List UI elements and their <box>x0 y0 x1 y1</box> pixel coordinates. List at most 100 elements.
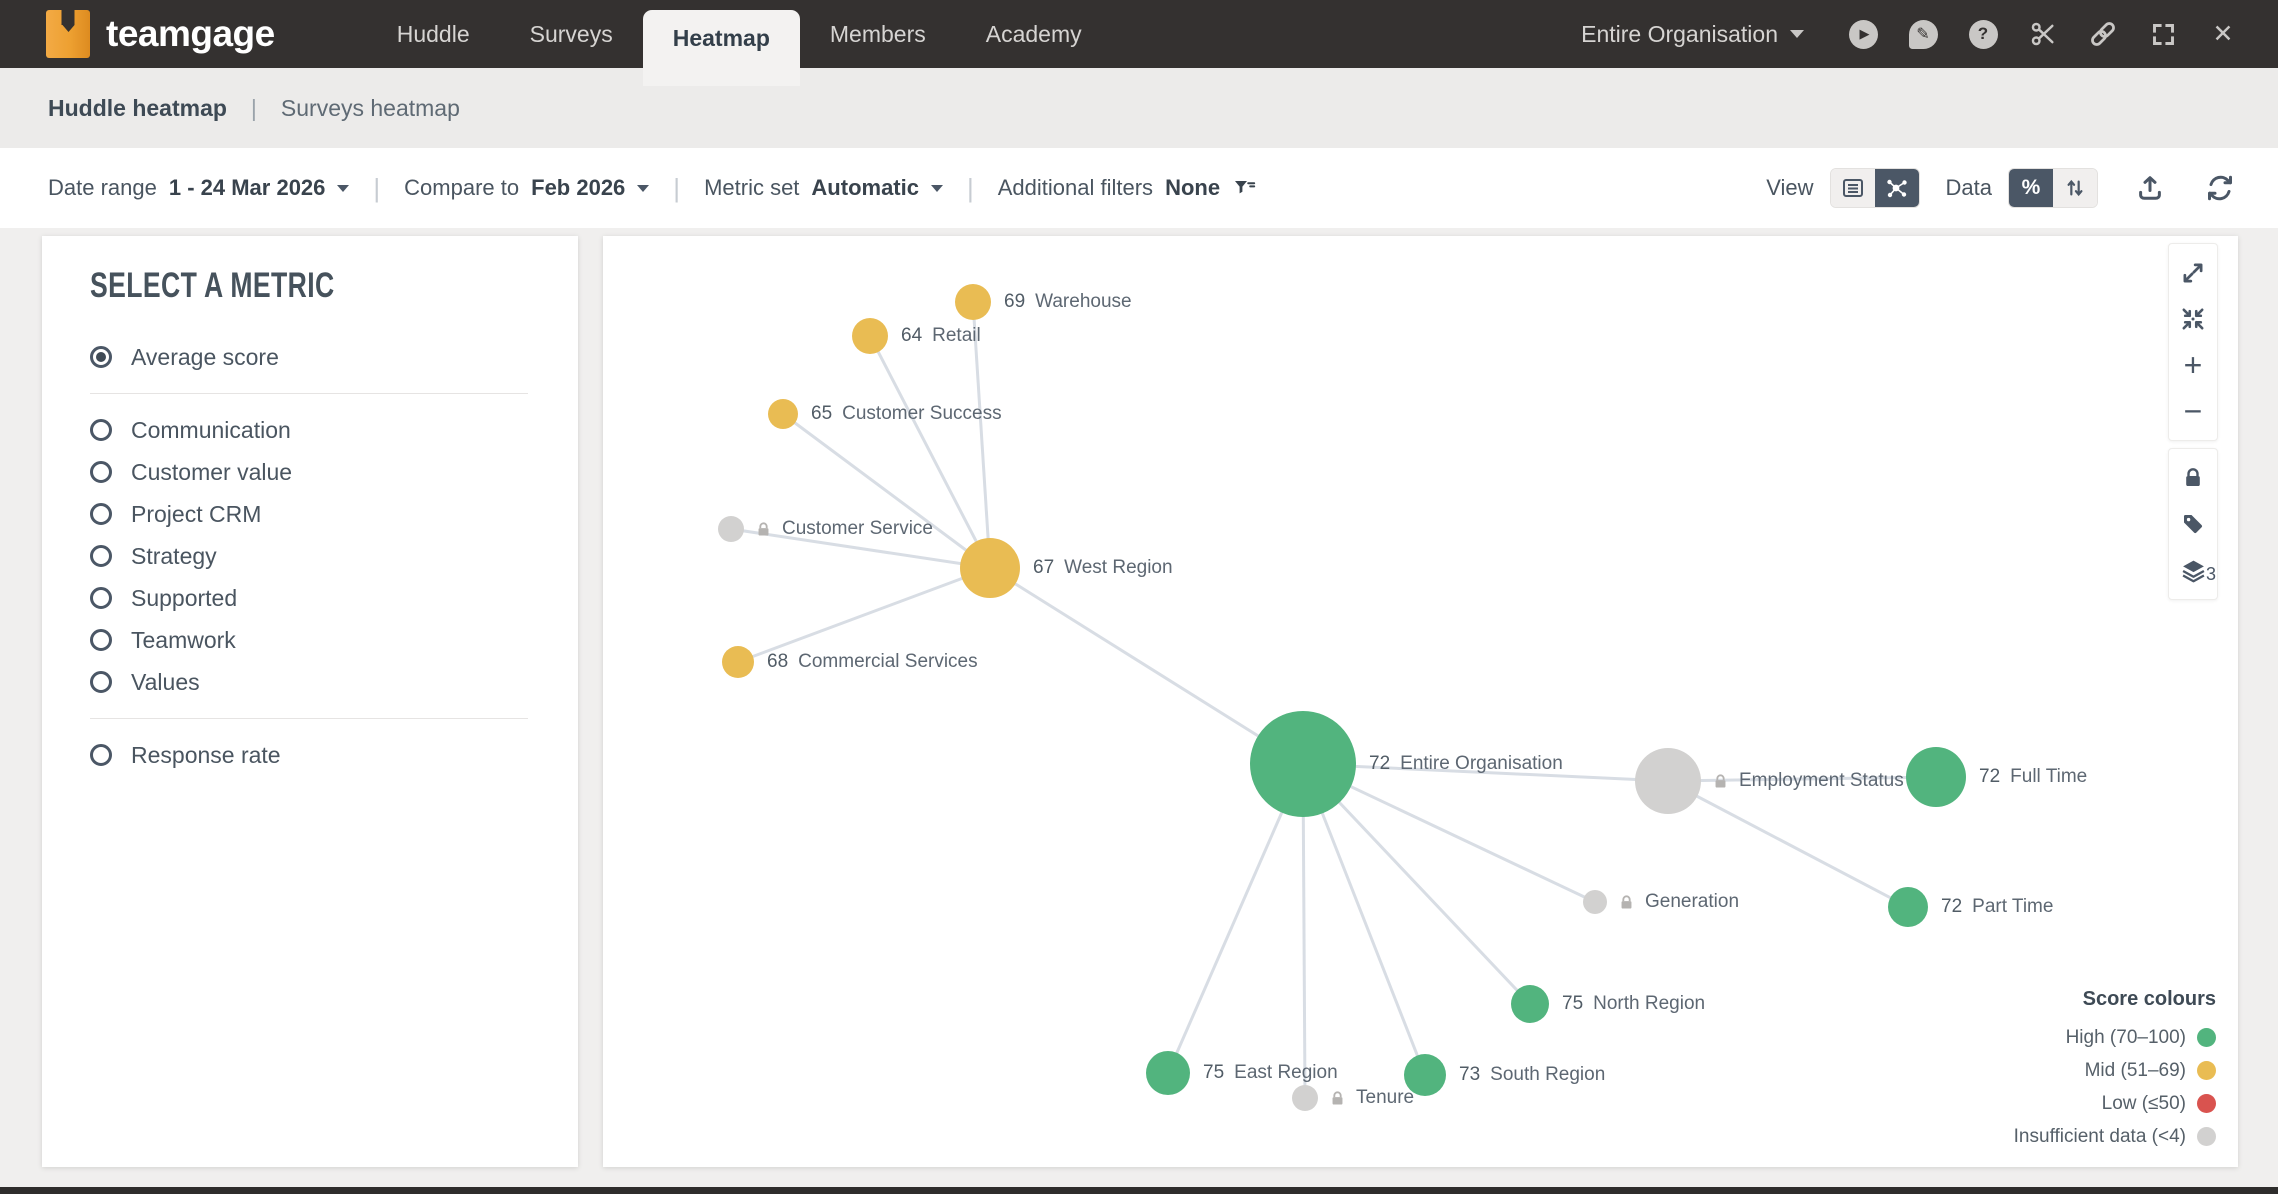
graph-node-label-entire-organisation: 72 Entire Organisation <box>1369 753 1563 775</box>
legend-row: Mid (51–69) <box>2014 1054 2216 1087</box>
tab-surveys[interactable]: Surveys <box>529 21 613 47</box>
top-navbar: teamgage Huddle Surveys Heatmap Members Acad… <box>0 0 2278 86</box>
lock-icon <box>1618 894 1635 911</box>
compare-to-label: Compare to <box>404 175 520 200</box>
radio-icon[interactable] <box>90 629 112 651</box>
graph-node-warehouse[interactable] <box>955 284 991 320</box>
tab-heatmap[interactable]: Heatmap <box>642 10 800 86</box>
legend-row: Insufficient data (<4) <box>2014 1120 2216 1153</box>
filter-funnel-icon <box>1232 176 1256 200</box>
help-icon[interactable]: ? <box>1968 19 1998 49</box>
metric-set-label: Metric set <box>704 175 800 200</box>
scissors-icon[interactable] <box>2028 19 2058 49</box>
graph-node-label-part-time: 72 Part Time <box>1941 896 2053 918</box>
graph-svg <box>718 284 1966 1111</box>
graph-node-label-east-region: 75 East Region <box>1203 1062 1338 1084</box>
graph-node-full-time[interactable] <box>1906 747 1966 807</box>
metric-option-project-crm[interactable]: Project CRM <box>90 493 578 535</box>
graph-node-west-region[interactable] <box>960 538 1020 598</box>
percent-icon[interactable]: % <box>2009 169 2053 207</box>
feedback-icon[interactable]: ✎ <box>1908 19 1938 49</box>
metric-option-strategy[interactable]: Strategy <box>90 535 578 577</box>
date-range-dropdown[interactable]: 1 - 24 Mar 2026 <box>169 175 350 201</box>
node-score: 75 <box>1562 993 1584 1014</box>
tab-members[interactable]: Members <box>829 21 926 47</box>
network-view-icon[interactable] <box>1874 169 1919 207</box>
fullscreen-icon[interactable] <box>2148 19 2178 49</box>
graph-node-label-retail: 64 Retail <box>901 325 981 347</box>
tab-huddle[interactable]: Huddle <box>396 21 470 47</box>
node-name: East Region <box>1234 1062 1338 1083</box>
metric-option-average-score[interactable]: Average score <box>90 336 578 378</box>
tag-icon[interactable] <box>2168 501 2218 547</box>
metric-option-supported[interactable]: Supported <box>90 577 578 619</box>
graph-node-part-time[interactable] <box>1888 887 1928 927</box>
graph-node-tenure[interactable] <box>1292 1085 1318 1111</box>
org-selector-dropdown[interactable]: Entire Organisation <box>1581 21 1804 48</box>
radio-selected-icon[interactable] <box>90 346 112 368</box>
export-icon[interactable] <box>2132 170 2168 206</box>
metric-option-customer-value[interactable]: Customer value <box>90 451 578 493</box>
graph-node-commercial-services[interactable] <box>722 646 754 678</box>
metric-option-response-rate[interactable]: Response rate <box>90 734 578 776</box>
surveys-heatmap-link[interactable]: Surveys heatmap <box>280 94 460 121</box>
table-view-icon[interactable] <box>1830 169 1875 207</box>
graph-node-label-customer-success: 65 Customer Success <box>811 403 1002 425</box>
node-name: Retail <box>932 325 981 346</box>
graph-node-label-north-region: 75 North Region <box>1562 993 1705 1015</box>
radio-icon[interactable] <box>90 545 112 567</box>
data-label: Data <box>1945 175 1992 200</box>
radio-icon[interactable] <box>90 419 112 441</box>
graph-node-south-region[interactable] <box>1404 1054 1446 1096</box>
play-icon[interactable]: ▶ <box>1848 19 1878 49</box>
score-colours-legend: Score colours High (70–100) Mid (51–69) Lo… <box>2014 988 2216 1153</box>
compress-icon[interactable] <box>2168 296 2218 342</box>
sort-arrows-icon[interactable] <box>2053 169 2097 207</box>
additional-filters-dropdown[interactable]: None <box>1165 175 1256 201</box>
graph-node-entire-organisation[interactable] <box>1250 711 1356 817</box>
node-name: Employment Status <box>1739 770 1904 791</box>
graph-edge <box>1166 763 1305 1074</box>
graph-node-label-tenure: Tenure <box>1329 1087 1414 1109</box>
graph-node-north-region[interactable] <box>1511 985 1549 1023</box>
legend-colour-dot <box>2197 1127 2216 1146</box>
zoom-out-icon[interactable]: − <box>2183 393 2203 429</box>
bottom-edge <box>0 1187 2278 1194</box>
layers-icon[interactable]: 3 <box>2168 547 2218 593</box>
graph-node-customer-success[interactable] <box>768 399 798 429</box>
huddle-heatmap-link[interactable]: Huddle heatmap <box>48 94 227 121</box>
node-score: 68 <box>767 651 789 672</box>
node-score: 64 <box>901 325 923 346</box>
graph-edge <box>971 301 992 569</box>
zoom-in-icon[interactable]: + <box>2183 347 2203 383</box>
tab-academy[interactable]: Academy <box>985 21 1082 47</box>
graph-node-east-region[interactable] <box>1146 1051 1190 1095</box>
metric-option-label: Project CRM <box>131 500 262 527</box>
legend-row: High (70–100) <box>2014 1021 2216 1054</box>
metric-set-dropdown[interactable]: Automatic <box>811 175 943 201</box>
link-icon[interactable] <box>2088 19 2118 49</box>
metric-option-communication[interactable]: Communication <box>90 409 578 451</box>
radio-icon[interactable] <box>90 744 112 766</box>
graph-node-employment-status[interactable] <box>1635 748 1701 814</box>
lock-icon[interactable] <box>2168 455 2218 501</box>
metric-option-teamwork[interactable]: Teamwork <box>90 619 578 661</box>
radio-icon[interactable] <box>90 503 112 525</box>
brand-logo[interactable]: teamgage <box>46 10 275 58</box>
filter-toolbar: Date range 1 - 24 Mar 2026 | Compare to … <box>0 148 2278 228</box>
refresh-icon[interactable] <box>2202 170 2238 206</box>
radio-icon[interactable] <box>90 671 112 693</box>
close-icon[interactable]: ✕ <box>2212 20 2234 48</box>
radio-icon[interactable] <box>90 461 112 483</box>
graph-node-retail[interactable] <box>852 318 888 354</box>
graph-node-generation[interactable] <box>1583 890 1607 914</box>
additional-filters-label: Additional filters <box>997 175 1154 200</box>
compare-to-dropdown[interactable]: Feb 2026 <box>531 175 650 201</box>
metric-option-values[interactable]: Values <box>90 661 578 703</box>
legend-colour-dot <box>2197 1028 2216 1047</box>
chevron-down-icon <box>1790 30 1804 38</box>
view-toggle <box>1829 168 1920 208</box>
graph-node-customer-service[interactable] <box>718 516 744 542</box>
radio-icon[interactable] <box>90 587 112 609</box>
expand-icon[interactable] <box>2168 250 2218 296</box>
